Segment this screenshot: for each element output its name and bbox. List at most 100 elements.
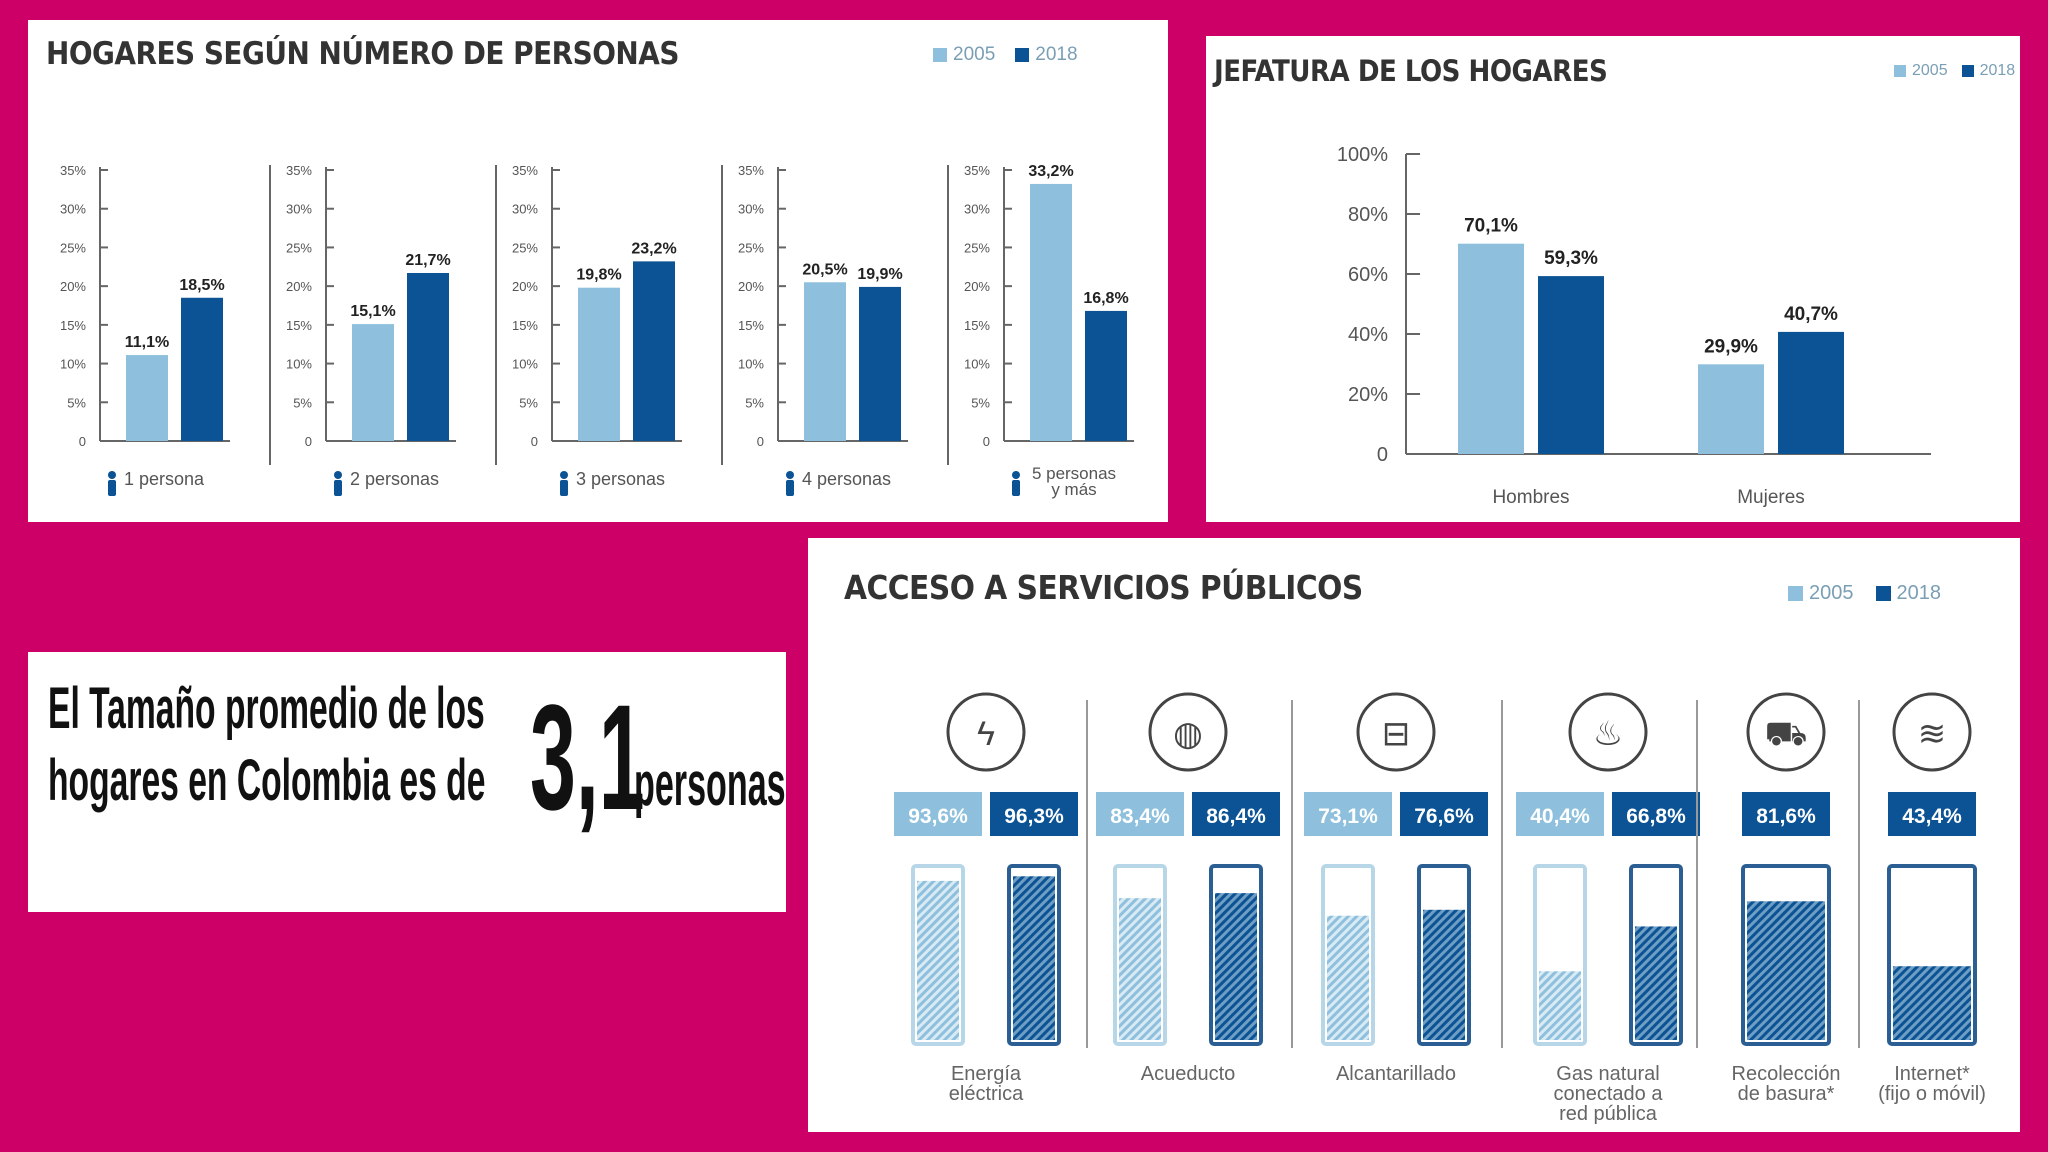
bar-2005	[1458, 243, 1524, 454]
value-box-2018	[1742, 792, 1830, 836]
data-label: 76,6%	[1414, 805, 1474, 828]
bar-2005	[578, 287, 620, 441]
data-label: 29,9%	[1704, 336, 1758, 357]
water-drop-icon-glyph: ◍	[1173, 715, 1203, 753]
category-label: 1 persona	[124, 469, 205, 489]
legend-label-2018: 2018	[1896, 582, 1942, 604]
tank-fill-2005	[917, 880, 959, 1040]
data-label: 19,9%	[857, 266, 902, 283]
y-tick-label: 0	[757, 434, 764, 449]
y-tick-label: 20%	[964, 279, 990, 294]
category-label: Alcantarillado	[1336, 1063, 1456, 1085]
y-tick-label: 30%	[964, 202, 990, 217]
category-label: Mujeres	[1737, 487, 1805, 508]
y-tick-label: 30%	[60, 202, 86, 217]
summary-unit: personas	[634, 750, 786, 819]
y-tick-label: 25%	[964, 240, 990, 255]
bar-2018	[859, 286, 901, 441]
category-label: Internet*	[1894, 1063, 1970, 1085]
data-label: 93,6%	[908, 805, 968, 828]
tank-fill-2018	[1215, 893, 1257, 1040]
tank-fill-2005	[1119, 898, 1161, 1040]
value-box-2005	[1516, 792, 1604, 836]
bar-2005	[352, 324, 394, 441]
pipe-icon	[1356, 692, 1436, 772]
y-tick-label: 40%	[1348, 324, 1388, 346]
legend: 2005 2018	[1894, 62, 2015, 80]
data-label: 21,7%	[405, 252, 450, 269]
y-tick-label: 15%	[964, 318, 990, 333]
data-label: 59,3%	[1544, 248, 1598, 269]
y-tick-label: 25%	[60, 240, 86, 255]
household-headship-panel: JEFATURA DE LOS HOGARES 2005 2018 100% 80…	[1206, 36, 2020, 522]
person-icon-body	[560, 480, 568, 496]
person-icon	[108, 471, 116, 496]
y-tick-label: 5%	[67, 395, 86, 410]
tank-fill-2018	[1423, 909, 1465, 1040]
legend: 2005 2018	[1788, 582, 1941, 605]
tank-fill-2005	[1539, 971, 1581, 1040]
y-tick-label: 0	[79, 434, 86, 449]
bar-2005	[804, 282, 846, 441]
data-label: 33,2%	[1028, 163, 1073, 180]
data-label: 66,8%	[1626, 805, 1686, 828]
category-label: Gas natural	[1556, 1063, 1659, 1085]
category-label: Energía	[951, 1063, 1022, 1085]
tank-fill-2018	[1893, 966, 1971, 1040]
legend-swatch-2005	[1788, 586, 1803, 601]
person-icon	[786, 471, 794, 496]
y-tick-label: 5%	[745, 395, 764, 410]
legend-swatch-2018	[1015, 48, 1030, 62]
y-tick-label: 20%	[512, 279, 538, 294]
bar-2005	[1030, 183, 1072, 442]
legend-label-2005: 2005	[1912, 62, 1948, 79]
tank-fill-2005	[1327, 915, 1369, 1040]
value-box-2018	[1612, 792, 1700, 836]
bar-2005	[1698, 364, 1764, 454]
category-label: conectado a	[1554, 1083, 1664, 1105]
category-label: Recolección	[1732, 1063, 1841, 1085]
panel-title: ACCESO A SERVICIOS PÚBLICOS	[844, 568, 1363, 607]
y-tick-label: 0	[1377, 444, 1388, 466]
y-tick-label: 20%	[1348, 384, 1388, 406]
y-tick-label: 60%	[1348, 264, 1388, 286]
legend-label-2005: 2005	[953, 44, 996, 65]
legend-label-2018: 2018	[1035, 44, 1078, 65]
pipe-icon-glyph: ⊟	[1382, 715, 1411, 753]
y-tick-label: 0	[305, 434, 312, 449]
tank-fill-2018	[1635, 926, 1677, 1040]
truck-icon-glyph: ⛟	[1765, 715, 1808, 753]
data-label: 23,2%	[631, 240, 676, 257]
legend-label-2018: 2018	[1979, 62, 2016, 79]
y-tick-label: 35%	[286, 163, 312, 178]
person-icon	[560, 471, 568, 496]
summary-number: 3,1	[530, 673, 645, 841]
household-size-chart: 35% 30% 25% 20% 15% 10% 5% 0 11,1% 18,5% 1 persona…	[60, 163, 1134, 499]
person-icon	[334, 471, 342, 496]
y-tick-label: 5%	[519, 395, 538, 410]
bar-2005	[126, 355, 168, 441]
y-tick-label: 10%	[964, 357, 990, 372]
category-label: de basura*	[1738, 1083, 1835, 1105]
data-label: 40,4%	[1530, 805, 1590, 828]
public-services-panel: ACCESO A SERVICIOS PÚBLICOS 2005 2018 ϟ 9…	[808, 538, 2020, 1132]
category-label: 5 personas	[1032, 464, 1116, 483]
data-label: 18,5%	[179, 277, 224, 294]
person-icon-head	[334, 471, 342, 479]
wifi-icon	[1892, 692, 1972, 772]
y-tick-label: 10%	[738, 357, 764, 372]
data-label: 86,4%	[1206, 805, 1266, 828]
data-label: 70,1%	[1464, 216, 1518, 237]
water-drop-icon	[1148, 692, 1228, 772]
person-icon	[1012, 471, 1020, 496]
value-box-2018	[990, 792, 1078, 836]
summary-line-2: hogares en Colombia es de	[48, 748, 486, 813]
category-label: Acueducto	[1141, 1063, 1236, 1085]
person-icon-body	[1012, 480, 1020, 496]
y-tick-label: 35%	[964, 163, 990, 178]
y-tick-label: 25%	[286, 240, 312, 255]
y-tick-label: 35%	[60, 163, 86, 178]
wifi-icon-glyph: ≋	[1918, 715, 1947, 753]
person-icon-body	[108, 480, 116, 496]
